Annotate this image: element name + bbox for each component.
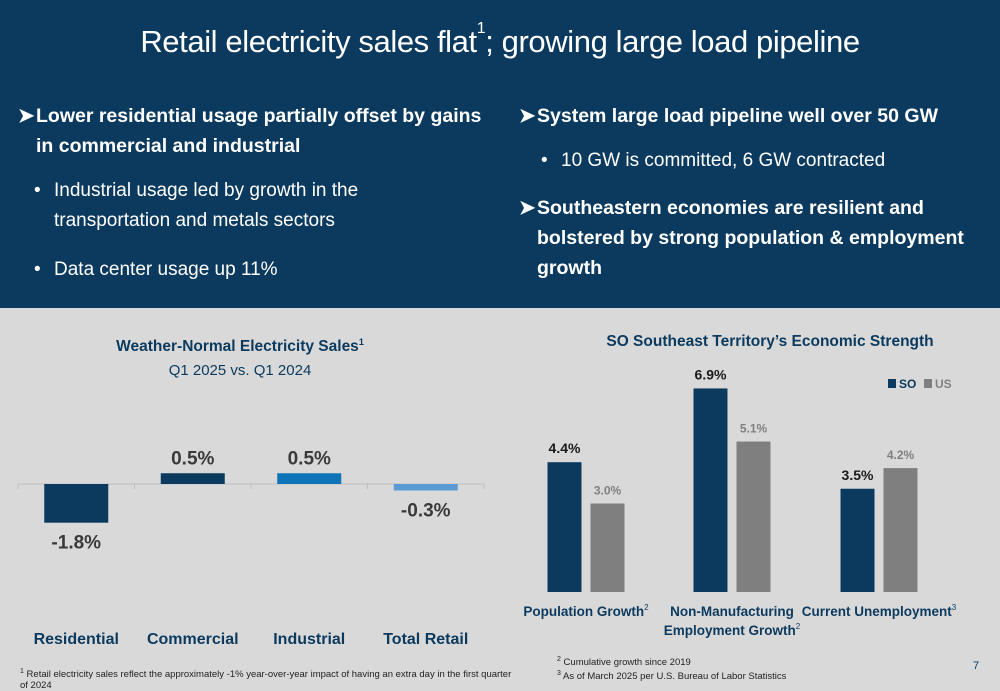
right-footnote-1-marker: 2 — [557, 656, 561, 663]
dot-bullet-icon: • — [541, 150, 548, 171]
right-footnote-1-text: Cumulative growth since 2019 — [563, 657, 691, 669]
category-footnote-marker: 2 — [796, 622, 801, 631]
data-label: 3.5% — [842, 467, 874, 483]
arrow-bullet-icon: ➤ — [519, 197, 536, 219]
title-rest: ; growing large load pipeline — [485, 24, 860, 59]
left-footnote-text: Retail electricity sales reflect the app… — [20, 669, 512, 691]
dot-bullet-icon: • — [34, 259, 41, 280]
arrow-bullet-icon: ➤ — [18, 105, 35, 127]
arrow-bullet-icon: ➤ — [519, 105, 536, 127]
right-main-bullet-2: ➤ Southeastern economies are resilient a… — [519, 193, 989, 283]
bar-us-0 — [590, 503, 625, 592]
data-label: 4.4% — [549, 440, 581, 456]
bar-industrial — [277, 473, 342, 484]
legend-swatch-us — [924, 379, 932, 388]
category-label: Industrial — [273, 631, 345, 648]
right-main-bullet-1: ➤ System large load pipeline well over 5… — [519, 101, 987, 131]
bar-residential — [44, 484, 109, 523]
bar-total-retail — [393, 484, 458, 491]
right-main-bullet-2-text: Southeastern economies are resilient and… — [537, 197, 964, 279]
left-sub-bullet-1: • Industrial usage led by growth in the … — [34, 176, 424, 236]
left-footnote: 1 Retail electricity sales reflect the a… — [20, 668, 520, 691]
category-label: Employment Growth2 — [664, 622, 801, 638]
page-number: 7 — [973, 660, 980, 672]
category-label: Commercial — [147, 631, 239, 648]
right-footnote-1: 2 Cumulative growth since 2019 — [557, 656, 957, 668]
data-label: 5.1% — [740, 422, 768, 436]
header-panel: Retail electricity sales flat1; growing … — [0, 0, 1000, 308]
category-label: Population Growth2 — [523, 603, 649, 619]
left-chart-title-sup: 1 — [358, 337, 364, 347]
right-sub-bullet-1: • 10 GW is committed, 6 GW contracted — [541, 146, 981, 176]
right-footnote-2: 3 As of March 2025 per U.S. Bureau of La… — [557, 670, 957, 682]
data-label: 3.0% — [594, 484, 622, 498]
legend-swatch-so — [888, 379, 896, 388]
category-label: Residential — [34, 631, 119, 648]
left-main-bullet-text: Lower residential usage partially offset… — [36, 105, 482, 157]
right-footnote-2-text: As of March 2025 per U.S. Bureau of Labo… — [563, 671, 787, 683]
category-footnote-marker: 2 — [644, 603, 649, 612]
bar-so-2 — [840, 488, 875, 592]
category-footnote-marker: 3 — [952, 603, 957, 612]
left-footnote-marker: 1 — [20, 668, 24, 675]
page-title: Retail electricity sales flat1; growing … — [0, 20, 1000, 60]
right-chart-title: SO Southeast Territory’s Economic Streng… — [606, 333, 934, 350]
bar-us-2 — [883, 468, 918, 592]
data-label: -1.8% — [51, 533, 101, 554]
title-footnote-marker: 1 — [476, 20, 486, 37]
category-label: Non-Manufacturing — [670, 604, 794, 619]
bar-so-0 — [547, 462, 582, 592]
legend-label: SO — [899, 377, 916, 391]
title-main: Retail electricity sales flat — [140, 24, 477, 59]
left-bar-chart: -1.8% Residential 0.5% Commercial 0.5% Indust… — [17, 448, 485, 648]
category-label: Total Retail — [383, 631, 468, 648]
left-sub-bullet-2: • Data center usage up 11% — [34, 255, 424, 285]
bar-commercial — [160, 473, 225, 484]
category-label: Current Unemployment3 — [802, 603, 957, 619]
dot-bullet-icon: • — [34, 180, 41, 201]
left-chart-title-text: Weather-Normal Electricity Sales — [116, 338, 359, 356]
data-label: 6.9% — [695, 366, 727, 382]
data-label: 4.2% — [887, 448, 915, 462]
left-sub-bullet-1-text: Industrial usage led by growth in the tr… — [54, 180, 359, 231]
data-label: 0.5% — [288, 448, 331, 469]
bar-us-1 — [736, 441, 771, 592]
right-main-bullet-1-text: System large load pipeline well over 50 … — [537, 105, 938, 127]
right-sub-bullet-1-text: 10 GW is committed, 6 GW contracted — [561, 150, 886, 171]
left-chart-title: Weather-Normal Electricity Sales1 — [40, 337, 440, 356]
data-label: -0.3% — [401, 500, 451, 521]
left-sub-bullet-2-text: Data center usage up 11% — [54, 259, 278, 280]
left-chart-subtitle: Q1 2025 vs. Q1 2024 — [168, 362, 312, 379]
data-label: 0.5% — [171, 448, 214, 469]
bar-so-1 — [693, 388, 728, 592]
legend-label: US — [935, 377, 952, 391]
right-bar-chart: 4.4% 3.0% Population Growth2 6.9% 5.1% Non-Ma… — [523, 366, 957, 638]
left-main-bullet: ➤ Lower residential usage partially offs… — [18, 101, 486, 161]
right-footnote-2-marker: 3 — [557, 670, 561, 677]
